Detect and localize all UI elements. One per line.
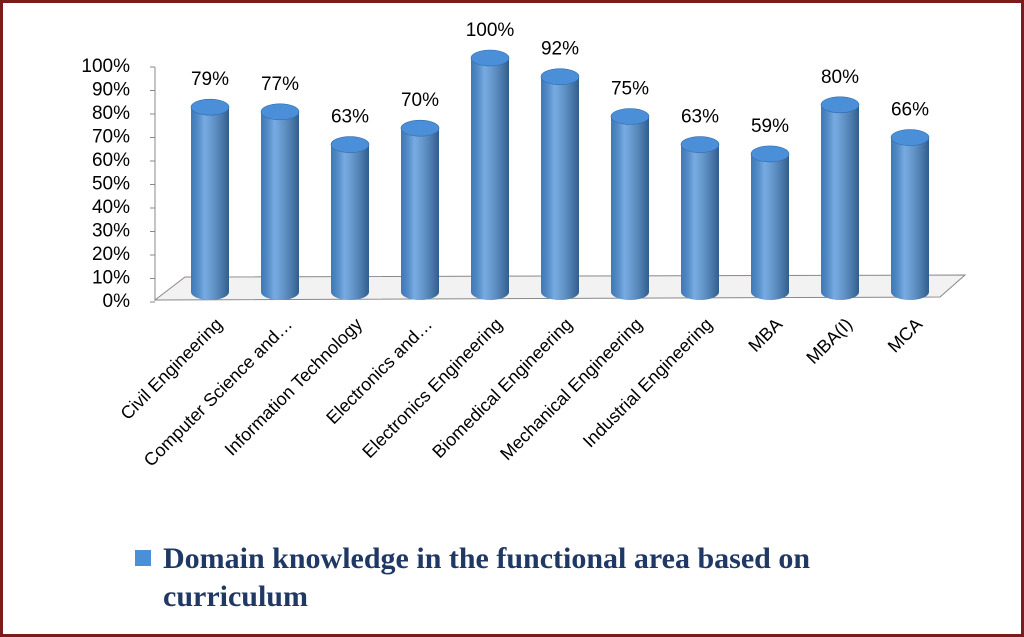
bar-shade: [541, 76, 579, 300]
data-label: 66%: [891, 100, 929, 121]
data-label: 70%: [401, 90, 439, 111]
bar: [260, 103, 300, 300]
bar: [540, 68, 580, 300]
data-label: 59%: [751, 116, 789, 137]
bar-shade: [471, 58, 509, 300]
bar-top: [890, 129, 930, 146]
y-tick-label: 10%: [92, 268, 130, 289]
bar-top: [400, 119, 440, 137]
x-tick-label: MCA: [884, 314, 926, 356]
bar-top: [750, 145, 790, 163]
data-label: 63%: [681, 107, 719, 128]
x-tick-label: Biomedical Engineering: [428, 314, 576, 462]
bar-shade: [681, 144, 719, 300]
y-tick-label: 30%: [92, 221, 130, 242]
bar: [610, 108, 650, 300]
y-tick-label: 50%: [92, 174, 130, 195]
bar-top: [330, 136, 370, 153]
y-tick-label: 90%: [92, 80, 130, 101]
data-label: 75%: [611, 79, 649, 100]
bar-shade: [891, 137, 929, 300]
x-tick-label: Mechanical Engineering: [496, 314, 646, 464]
bar-top: [540, 68, 580, 86]
x-tick-label: Information Technology: [221, 314, 367, 460]
bar-shade: [261, 111, 299, 300]
y-tick-label: 80%: [92, 103, 130, 124]
x-tick-label: MBA: [744, 314, 786, 356]
bar-top: [610, 108, 650, 125]
data-label: 100%: [466, 20, 515, 41]
y-tick-label: 60%: [92, 150, 130, 171]
bar: [190, 98, 230, 300]
bar: [680, 136, 720, 300]
bar: [890, 129, 930, 300]
y-tick-label: 0%: [103, 291, 131, 312]
y-tick-label: 70%: [92, 127, 130, 148]
data-label: 77%: [261, 74, 299, 95]
data-label: 63%: [331, 107, 369, 128]
bar-top: [260, 103, 300, 121]
bar: [820, 96, 860, 300]
legend-swatch: [135, 550, 151, 566]
bar-shade: [751, 153, 789, 300]
y-tick-label: 20%: [92, 244, 130, 265]
bar: [750, 145, 790, 300]
x-tick-label: Industrial Engineering: [579, 314, 716, 451]
bar-shade: [331, 144, 369, 300]
y-tick-label: 40%: [92, 197, 130, 218]
y-tick-label: 100%: [81, 56, 130, 77]
legend: Domain knowledge in the functional area …: [135, 540, 935, 616]
bar-shade: [401, 128, 439, 300]
bar-top: [190, 98, 230, 116]
legend-label: Domain knowledge in the functional area …: [163, 542, 811, 613]
bar-shade: [821, 104, 859, 300]
bar-shade: [611, 116, 649, 300]
data-label: 92%: [541, 39, 579, 60]
bar-shade: [191, 107, 229, 300]
x-tick-label: Electronics Engineering: [358, 314, 506, 462]
bar-top: [470, 49, 510, 67]
x-tick-label: MBA(I): [802, 314, 856, 368]
bar: [400, 119, 440, 300]
bar-top: [820, 96, 860, 114]
data-label: 79%: [191, 69, 229, 90]
bar: [470, 49, 510, 300]
data-label: 80%: [821, 67, 859, 88]
bar: [330, 136, 370, 300]
bar-top: [680, 136, 720, 153]
